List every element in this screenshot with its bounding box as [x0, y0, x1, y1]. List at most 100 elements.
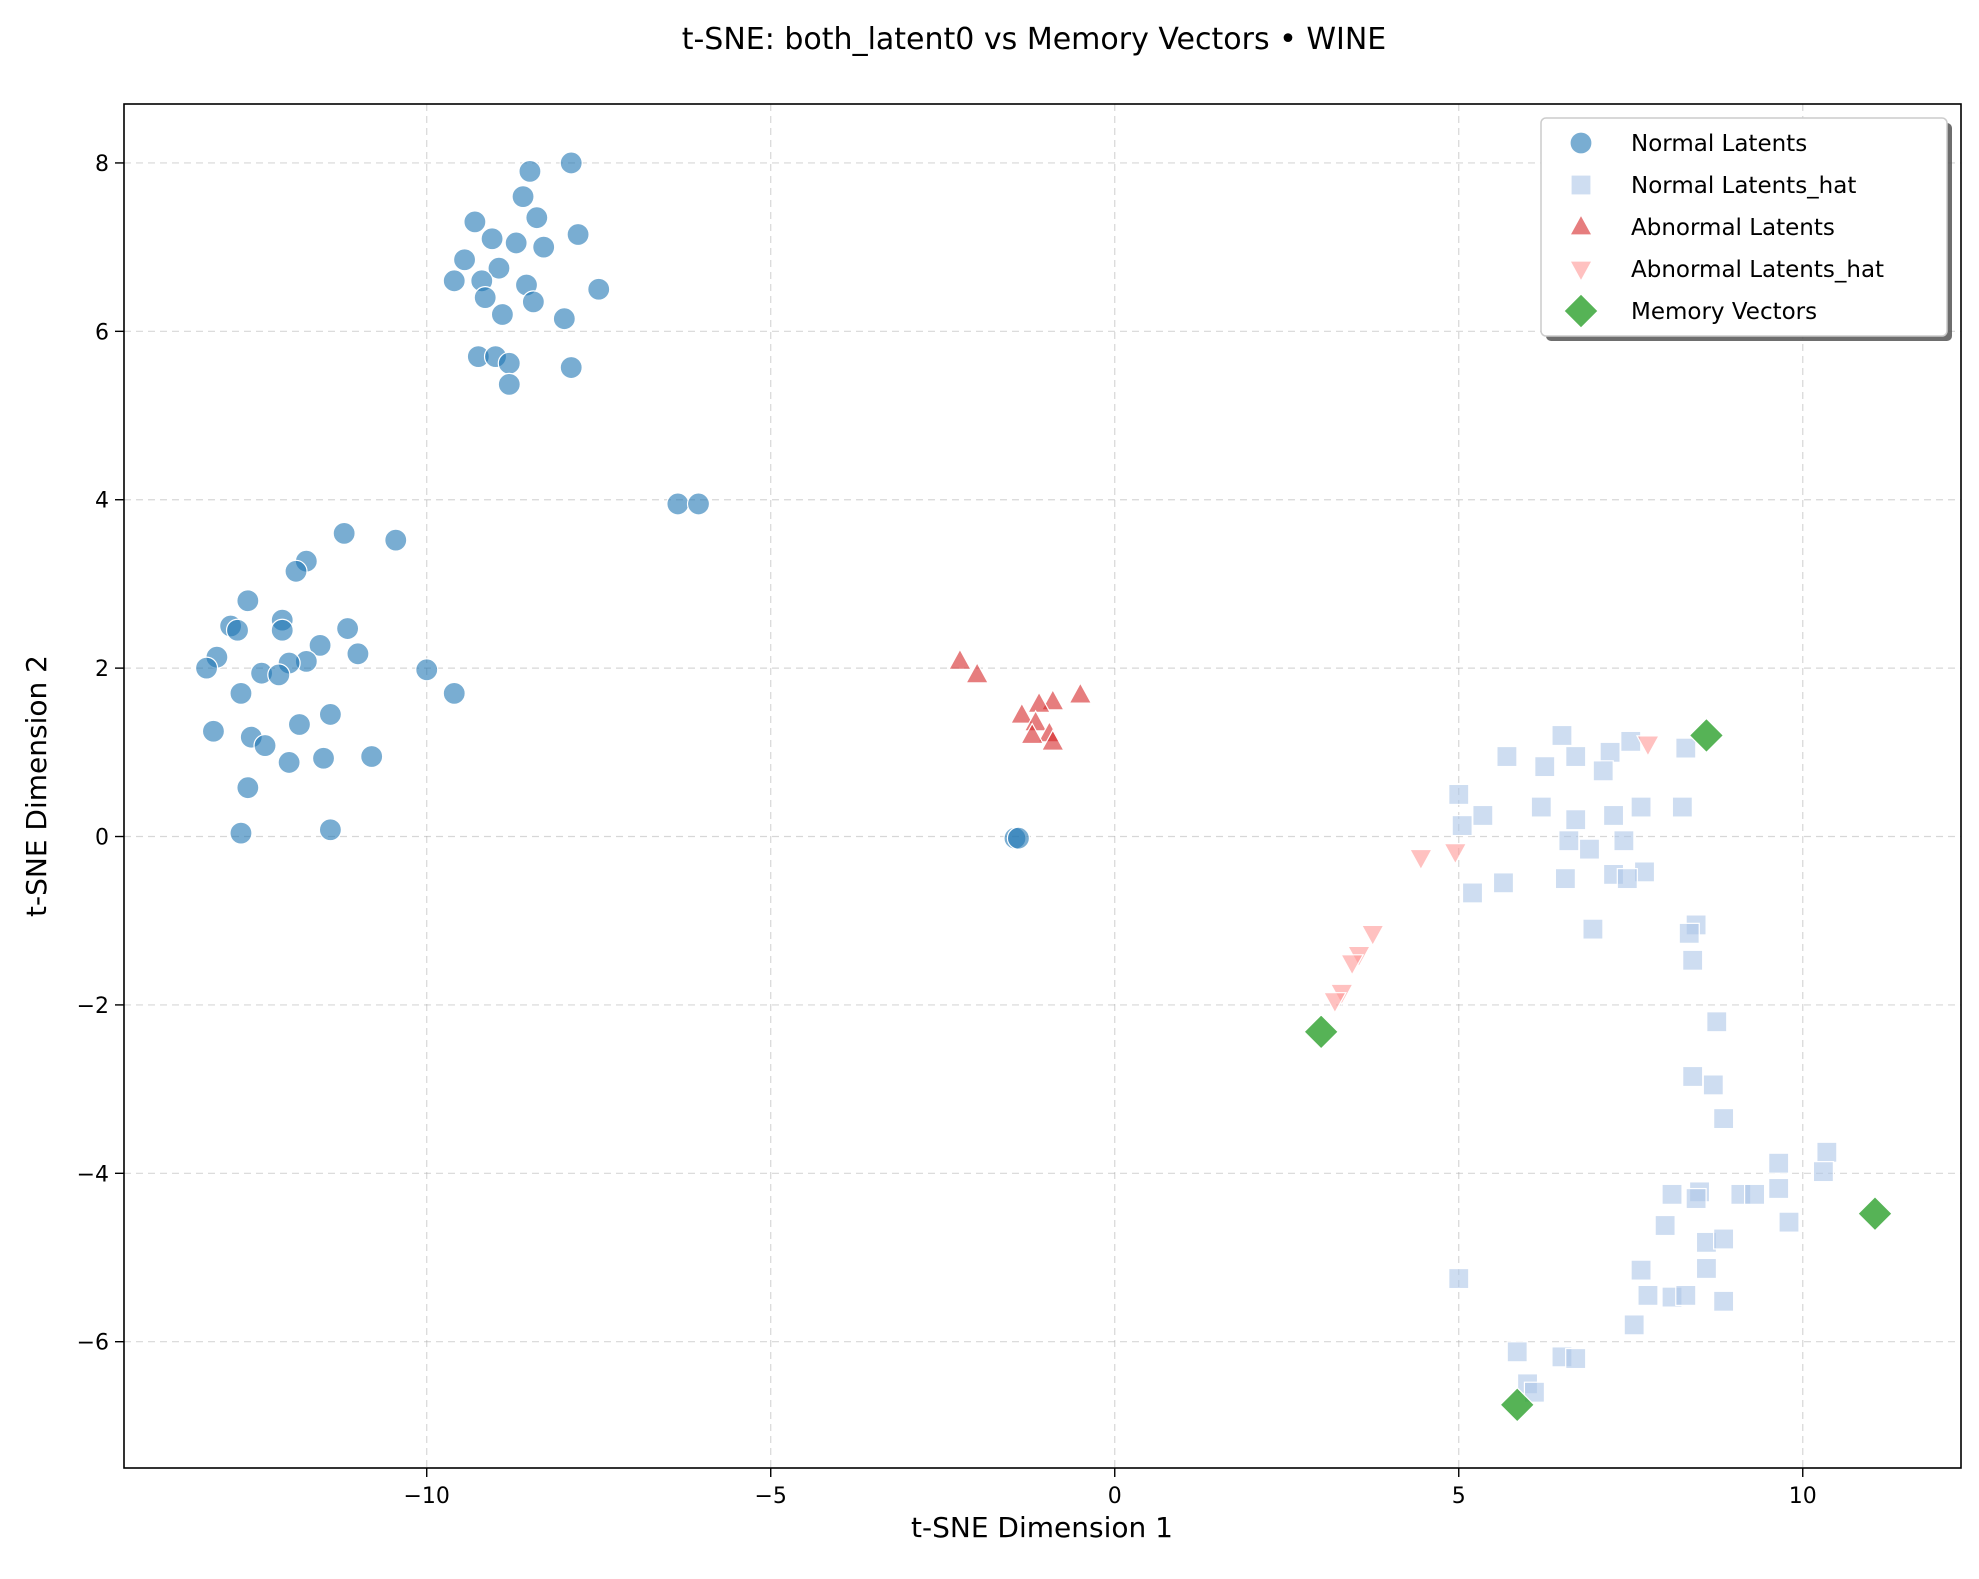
x-tick-label: −10 [404, 1484, 450, 1509]
data-point [1472, 804, 1494, 827]
legend-marker [1568, 213, 1594, 236]
data-point [1496, 745, 1518, 768]
legend-frame [1540, 117, 1948, 337]
legend-marker [1563, 293, 1599, 329]
x-tick-label: 5 [1452, 1484, 1466, 1509]
data-point [1685, 1187, 1707, 1210]
data-point [1565, 1347, 1587, 1370]
y-tick-label: 0 [95, 826, 109, 851]
data-point [360, 744, 384, 769]
y-tick-label: −2 [77, 994, 109, 1019]
data-point [1613, 830, 1635, 852]
data-point [1623, 1314, 1645, 1336]
data-point [947, 648, 972, 670]
data-point [1068, 681, 1093, 704]
data-point [1620, 730, 1642, 752]
data-point [1688, 717, 1725, 754]
y-tick-label: 8 [95, 152, 109, 177]
data-point [318, 702, 343, 727]
data-point [225, 618, 250, 642]
data-point [1303, 1014, 1339, 1050]
data-point [566, 222, 590, 247]
data-point [1027, 691, 1052, 713]
data-point [236, 589, 260, 613]
data-point [332, 521, 356, 546]
data-point [1768, 1177, 1790, 1200]
data-point [1448, 1267, 1470, 1290]
data-point [1675, 737, 1697, 759]
legend-marker [1569, 131, 1593, 155]
data-point [1040, 688, 1065, 711]
data-point [1768, 1152, 1790, 1174]
data-point [1499, 1387, 1536, 1423]
data-point [452, 248, 477, 272]
data-point [511, 185, 535, 209]
data-point [1599, 741, 1621, 763]
series-triangle-down-points [1322, 735, 1660, 1014]
data-point [497, 351, 521, 375]
data-point [1448, 783, 1470, 806]
x-tick-label: −5 [755, 1484, 787, 1509]
legend-label: Abnormal Latents_hat [1631, 257, 1884, 283]
data-point [487, 256, 511, 280]
data-point [532, 235, 556, 259]
data-point [1020, 722, 1045, 745]
data-point [229, 821, 253, 845]
data-point [270, 618, 294, 642]
data-point [1778, 1211, 1800, 1233]
data-point [490, 302, 515, 327]
data-point [415, 658, 439, 682]
data-point [480, 227, 504, 251]
data-point [1637, 1284, 1659, 1306]
data-point [194, 656, 219, 680]
data-point [1009, 702, 1034, 724]
data-point [1743, 1183, 1766, 1205]
legend-marker [1570, 174, 1592, 196]
data-point [346, 642, 370, 666]
data-point [552, 307, 576, 331]
data-point [1702, 1074, 1724, 1096]
data-point [236, 776, 260, 800]
data-point [284, 559, 308, 583]
data-point [308, 633, 332, 657]
data-point [525, 206, 549, 230]
data-point [1682, 949, 1704, 971]
data-point [1812, 1161, 1834, 1183]
data-point [1534, 756, 1556, 778]
series-square-points [1448, 724, 1838, 1403]
data-point [1558, 830, 1580, 852]
data-point [1554, 868, 1576, 890]
data-point [318, 818, 343, 842]
data-point [1713, 1290, 1735, 1312]
x-tick-label: 0 [1108, 1484, 1122, 1509]
x-tick-label: 10 [1789, 1484, 1817, 1509]
data-point [1360, 924, 1385, 947]
data-point [1461, 882, 1484, 904]
data-point [287, 712, 312, 737]
data-point [518, 159, 542, 183]
x-axis-ticks: −10 −5 0 5 10 [404, 1468, 1817, 1509]
data-point [1678, 922, 1700, 944]
data-point [1675, 1284, 1697, 1306]
data-point [442, 681, 466, 705]
data-point [965, 661, 990, 684]
data-point [1671, 796, 1693, 818]
data-point [1616, 868, 1638, 890]
data-point [201, 719, 226, 743]
y-axis-label: t-SNE Dimension 2 [20, 655, 53, 917]
data-point [463, 210, 487, 234]
plot-area-frame [123, 103, 1962, 1469]
data-point [1408, 848, 1433, 871]
data-point [1635, 735, 1660, 758]
data-point [311, 746, 336, 770]
data-point [267, 663, 291, 687]
data-point [1582, 918, 1604, 940]
data-point [1006, 826, 1031, 850]
data-point [1682, 1065, 1704, 1088]
data-point [1630, 796, 1652, 818]
data-point [1523, 1381, 1546, 1403]
data-point [442, 269, 466, 293]
legend-items: Normal Latents Normal Latents_hat Abnormal… [1563, 131, 1884, 329]
data-point [521, 290, 545, 314]
